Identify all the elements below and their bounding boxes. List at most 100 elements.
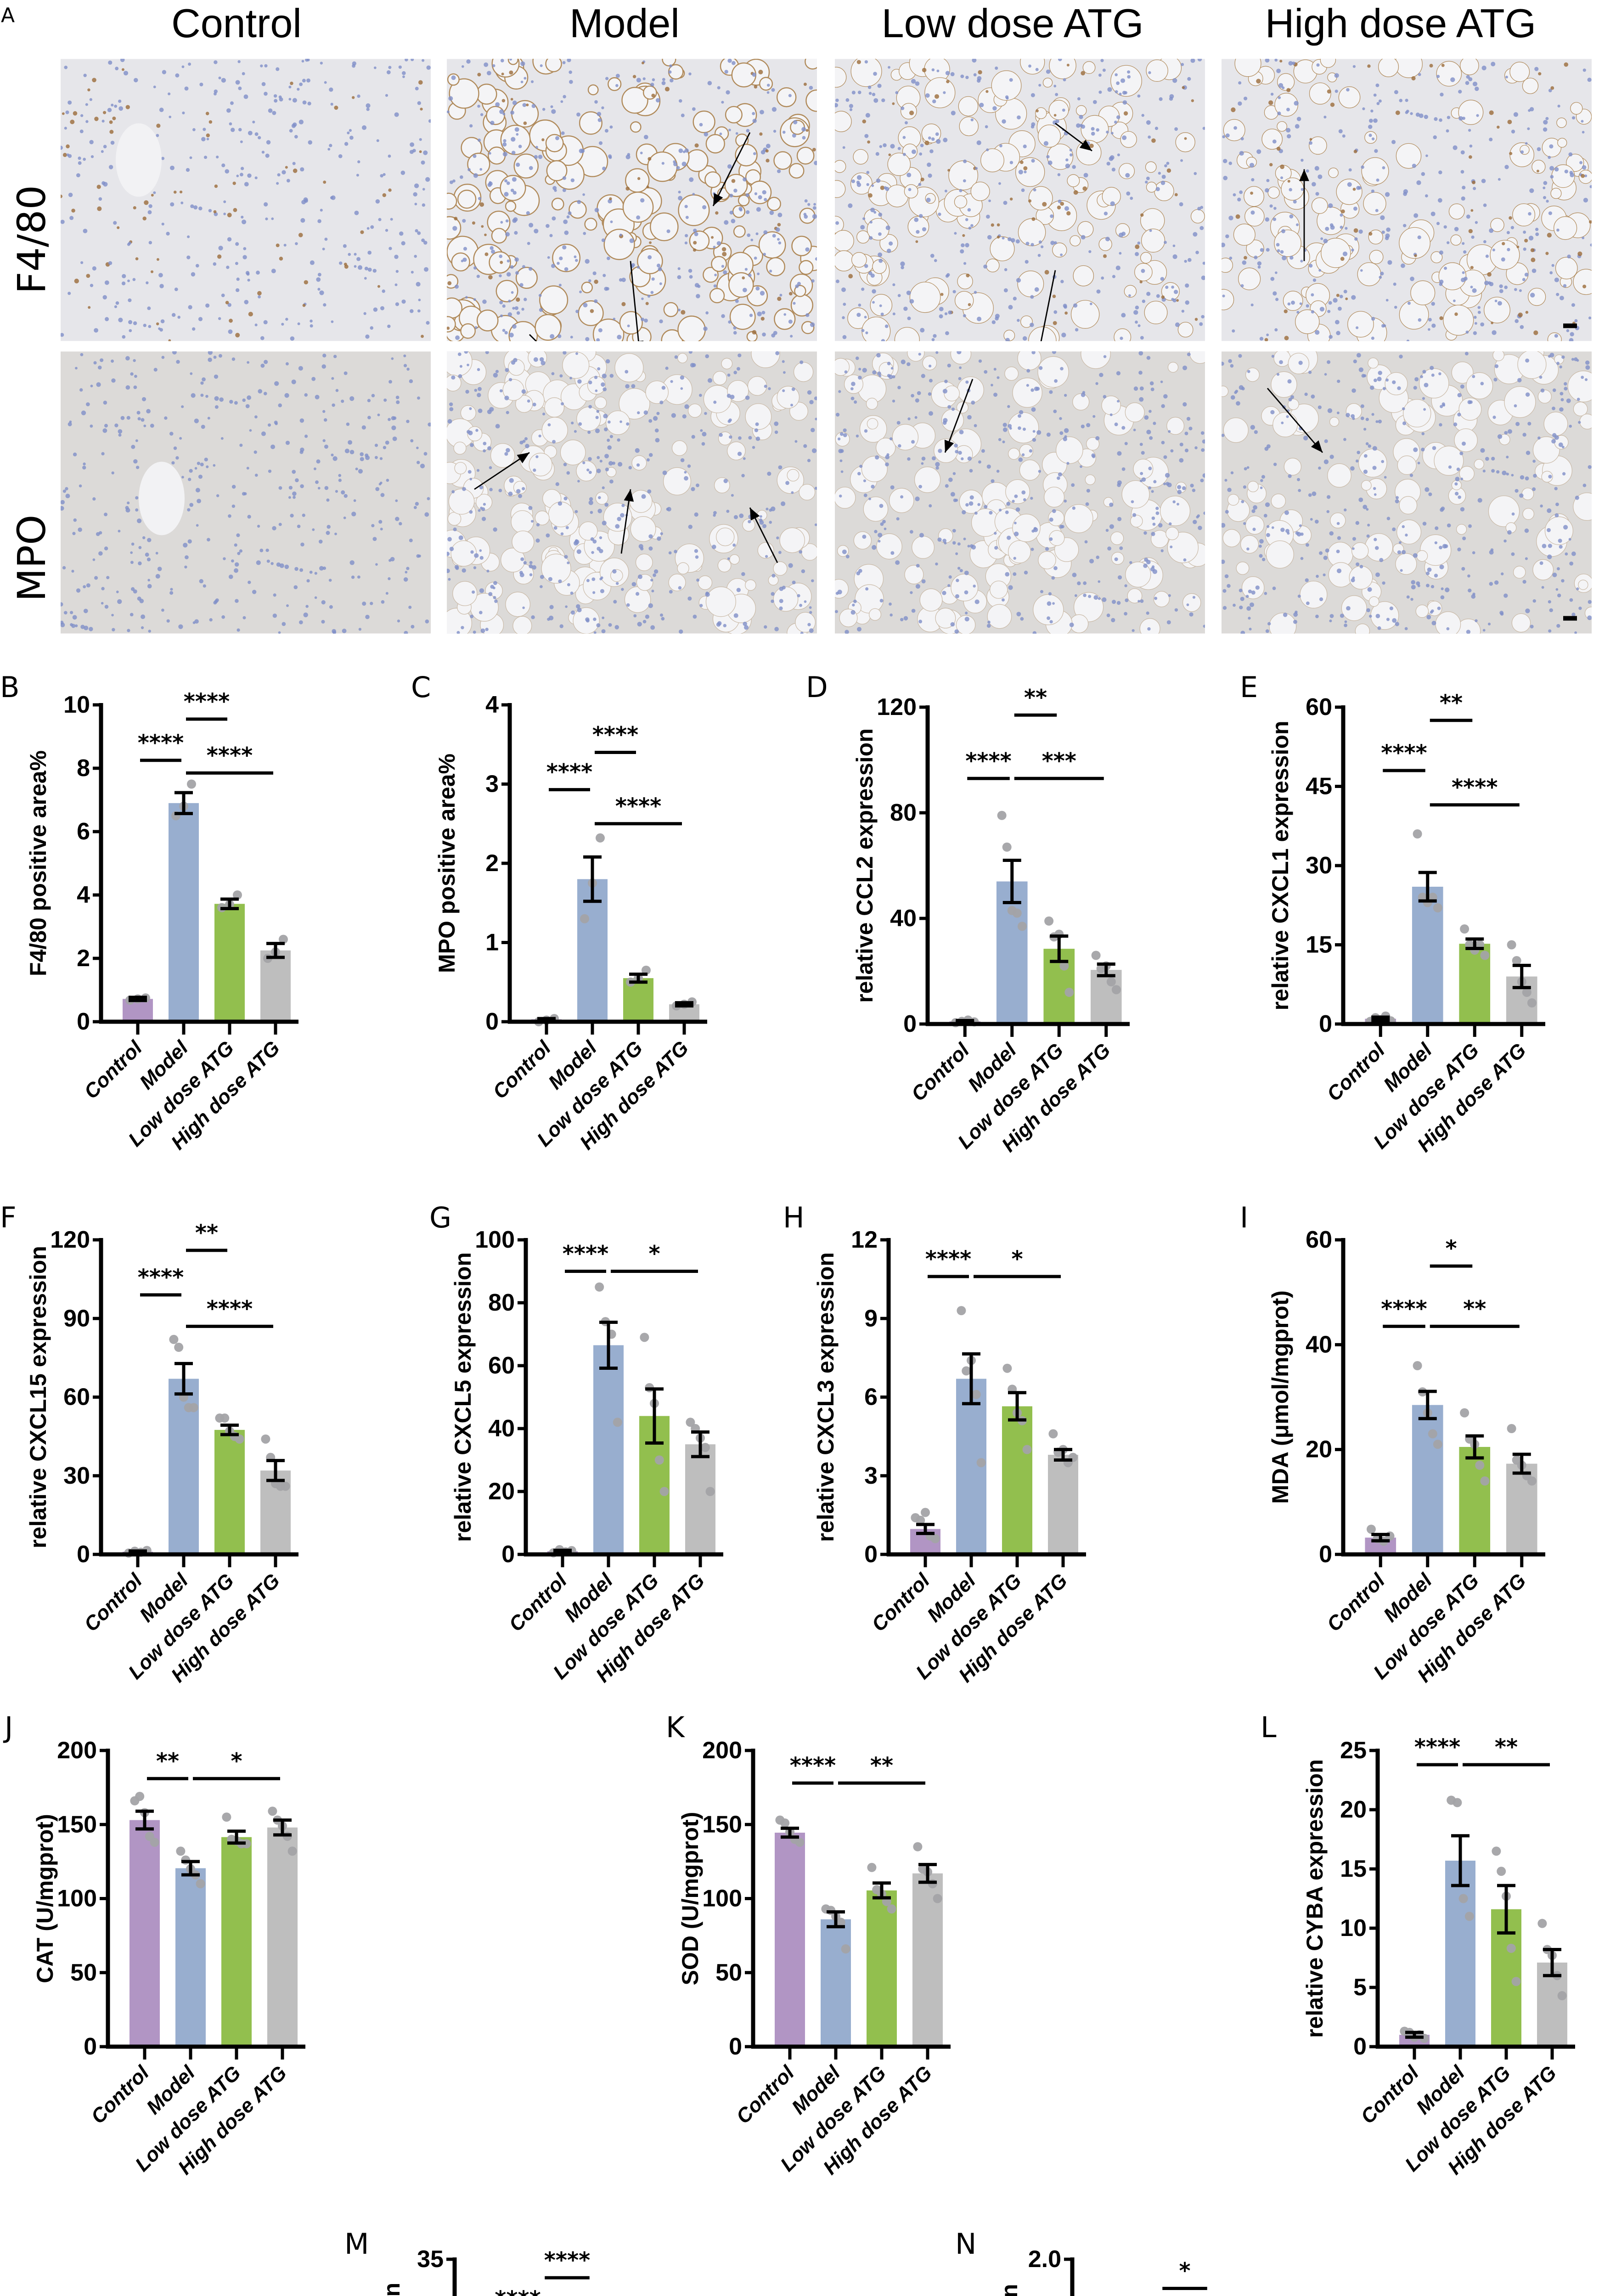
- y-tick-label: 30: [1306, 852, 1332, 879]
- bar-high_dose: [1090, 970, 1122, 1024]
- significance-bracket: ****: [544, 2247, 590, 2279]
- data-point: [1492, 1846, 1501, 1856]
- column-title-model: Model: [569, 0, 680, 46]
- data-point: [150, 1837, 159, 1847]
- error-bar: [1050, 934, 1069, 963]
- data-point: [997, 810, 1007, 820]
- significance-bracket: ****: [1381, 1296, 1427, 1328]
- data-point: [287, 1846, 297, 1856]
- bar-model: [1445, 1860, 1475, 2047]
- error-bar: [129, 996, 147, 1002]
- panel-letter-k: K: [666, 1711, 685, 1744]
- data-point: [836, 1918, 845, 1927]
- bar-low_dose: [221, 1837, 252, 2047]
- data-point: [169, 1334, 179, 1344]
- x-tick-label: Control: [732, 2061, 799, 2128]
- data-point: [580, 914, 590, 923]
- x-tick-label: Control: [907, 1039, 974, 1106]
- y-tick-label: 90: [63, 1305, 90, 1332]
- y-axis-label: relative CYBA expression: [1302, 1759, 1328, 2038]
- y-tick-label: 30: [63, 1463, 90, 1489]
- y-tick-label: 0: [1319, 1541, 1332, 1568]
- panel-letter-b: B: [0, 670, 20, 704]
- data-point: [1433, 1440, 1442, 1449]
- panel-letter-h: H: [783, 1201, 805, 1234]
- significance-label: ****: [1414, 1734, 1460, 1760]
- y-tick-label: 50: [70, 1959, 97, 1986]
- arrow-icon: [474, 452, 530, 490]
- data-point: [1064, 988, 1074, 997]
- data-point: [686, 1418, 695, 1427]
- bar-model: [1412, 1405, 1443, 1554]
- micrograph-mpo-control: [61, 351, 431, 634]
- significance-bracket: ****: [1414, 1734, 1460, 1767]
- bar-model: [593, 1345, 624, 1554]
- y-tick-label: 0: [1353, 2033, 1367, 2060]
- significance-bracket: **: [1463, 1734, 1550, 1767]
- significance-label: ****: [546, 760, 592, 785]
- data-point: [232, 890, 242, 900]
- significance-label: ****: [563, 1241, 608, 1267]
- significance-bracket: *: [974, 1246, 1061, 1278]
- error-bar: [916, 1523, 935, 1535]
- bar-model: [175, 1868, 206, 2047]
- error-bar: [273, 1818, 292, 1837]
- micrograph-f480-control: [61, 59, 431, 341]
- data-point: [659, 1487, 669, 1496]
- x-tick-label: Control: [1323, 1039, 1390, 1106]
- significance-bracket: *: [1430, 1236, 1473, 1268]
- y-axis-label: relative CCL2 expression: [852, 728, 878, 1003]
- error-bar: [553, 1548, 572, 1554]
- significance-bracket: **: [838, 1753, 925, 1785]
- micrograph-f480-high-dose-atg: [1222, 59, 1592, 341]
- significance-bracket: ****: [595, 793, 682, 826]
- y-tick-label: 3: [485, 771, 499, 798]
- y-tick-label: 60: [63, 1384, 90, 1411]
- significance-label: ****: [1452, 775, 1498, 800]
- data-point: [641, 965, 651, 975]
- data-point: [220, 1413, 230, 1423]
- chart-panel-e: 0 15 30 45 60 Control Model Low dose ATG High do…: [1267, 690, 1545, 1156]
- significance-label: ***: [1042, 748, 1076, 774]
- y-tick-label: 120: [877, 694, 917, 720]
- error-bar: [129, 1549, 147, 1554]
- data-point: [1475, 1460, 1485, 1470]
- column-title-low-dose: Low dose ATG: [881, 0, 1144, 46]
- chart-panel-h: 0 3 6 9 12 Control Model Low dose ATG High dose …: [813, 1227, 1086, 1687]
- data-point: [930, 1534, 940, 1543]
- significance-label: **: [156, 1748, 179, 1774]
- data-point: [916, 1515, 925, 1525]
- y-tick-label: 120: [50, 1227, 90, 1253]
- significance-bracket: ****: [790, 1753, 836, 1785]
- data-point: [235, 1434, 244, 1444]
- error-bar: [1405, 2031, 1424, 2039]
- panel-letter-g: G: [429, 1201, 452, 1234]
- y-axis-label: CAT (U/mgprot): [32, 1814, 58, 1983]
- significance-label: **: [1440, 690, 1463, 716]
- y-tick-label: 5: [1353, 1974, 1367, 2001]
- y-tick-label: 40: [1306, 1331, 1332, 1358]
- data-point: [654, 1455, 664, 1465]
- y-axis-label: F4/80 positive area%: [25, 750, 51, 976]
- arrow-icon: [1299, 169, 1309, 261]
- bar-control: [129, 1820, 160, 2047]
- y-tick-label: 0: [77, 1008, 90, 1035]
- x-tick-label: Control: [867, 1569, 935, 1636]
- significance-label: *: [1011, 1246, 1023, 1272]
- y-tick-label: 20: [1306, 1436, 1332, 1463]
- data-point: [1537, 1919, 1547, 1928]
- data-point: [705, 1487, 715, 1496]
- significance-bracket: ****: [1381, 740, 1427, 772]
- panel-letter-d: D: [806, 670, 828, 704]
- error-bar: [266, 1459, 285, 1482]
- significance-bracket: ****: [925, 1246, 971, 1278]
- significance-label: ****: [925, 1246, 971, 1272]
- error-bar: [827, 1910, 845, 1929]
- chart-panel-d: 0 40 80 120 Control Model Low dose ATG High dos…: [852, 685, 1130, 1156]
- data-point: [1557, 1991, 1567, 2001]
